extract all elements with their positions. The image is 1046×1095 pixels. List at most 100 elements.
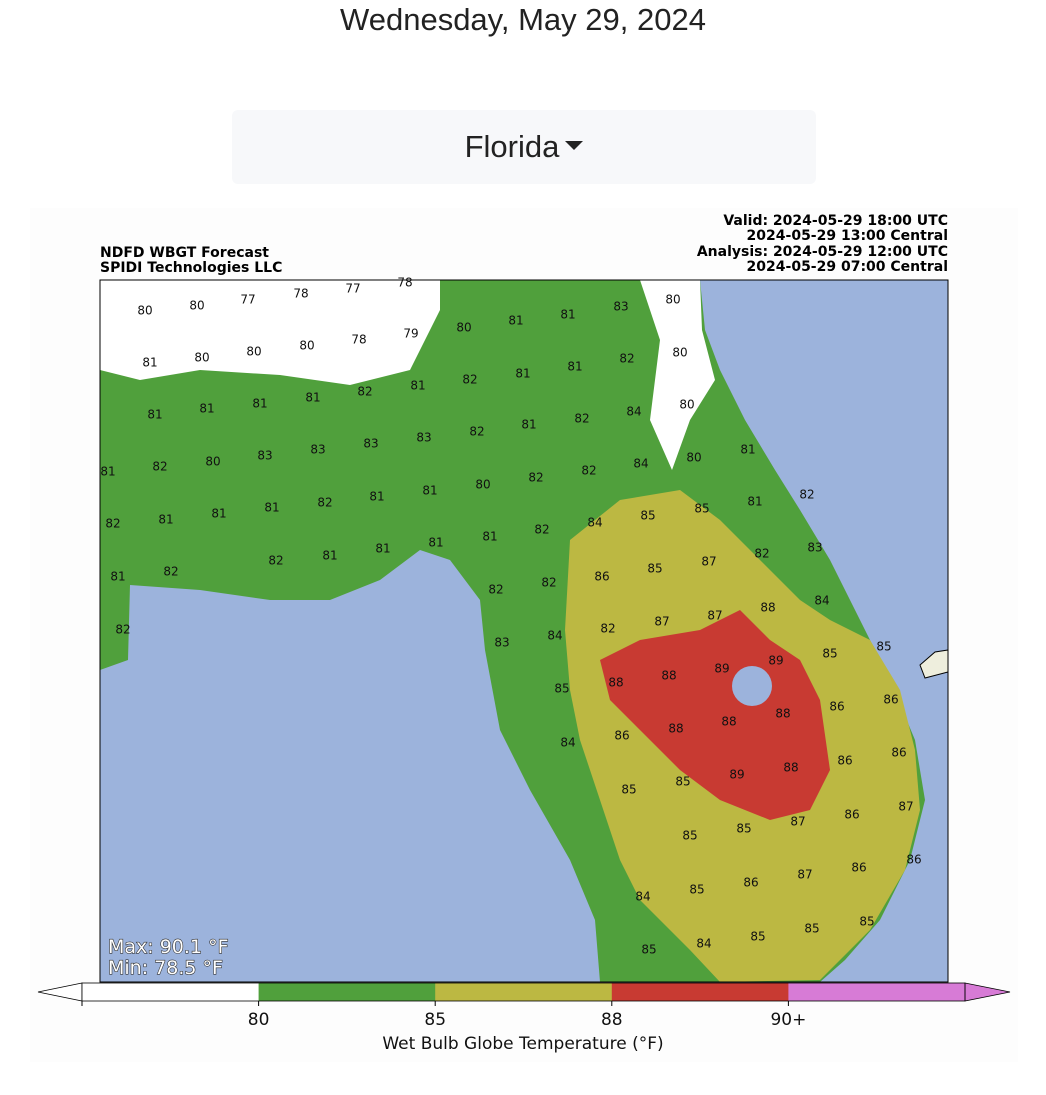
state-dropdown[interactable]: Florida: [232, 110, 816, 184]
dropdown-caret[interactable]: [565, 140, 584, 150]
point-label: 80: [194, 351, 209, 365]
point-label: 87: [707, 609, 722, 623]
point-label: 79: [403, 327, 418, 341]
point-label: 87: [654, 615, 669, 629]
point-label: 80: [205, 455, 220, 469]
colorbar-tick-label: 80: [248, 1010, 270, 1030]
point-label: 81: [567, 360, 582, 374]
point-label: 88: [760, 601, 775, 615]
point-label: 80: [189, 299, 204, 313]
point-label: 80: [137, 304, 152, 318]
point-label: 77: [345, 282, 360, 296]
point-label: 82: [600, 622, 615, 636]
point-label: 82: [462, 373, 477, 387]
dropdown-label[interactable]: Florida: [464, 129, 560, 164]
point-label: 87: [790, 815, 805, 829]
point-label: 81: [747, 495, 762, 509]
point-label: 82: [541, 576, 556, 590]
point-label: 78: [397, 276, 412, 290]
point-label: 88: [783, 761, 798, 775]
point-label: 82: [163, 565, 178, 579]
point-label: 85: [675, 775, 690, 789]
valid-time: Valid: 2024-05-29 18:00 UTC: [723, 213, 948, 229]
point-label: 78: [293, 287, 308, 301]
point-label: 82: [115, 623, 130, 637]
point-label: 82: [152, 460, 167, 474]
analysis-central: 2024-05-29 07:00 Central: [747, 259, 948, 275]
point-label: 86: [743, 876, 758, 890]
point-label: 81: [158, 513, 173, 527]
colorbar-segment: [435, 983, 613, 1001]
point-label: 88: [775, 707, 790, 721]
point-label: 83: [613, 300, 628, 314]
point-label: 85: [682, 829, 697, 843]
point-label: 82: [799, 488, 814, 502]
point-label: 81: [508, 314, 523, 328]
point-label: 82: [534, 523, 549, 537]
point-label: 81: [428, 536, 443, 550]
point-label: 86: [891, 746, 906, 760]
point-label: 84: [814, 594, 829, 608]
colorbar-segment: [258, 983, 436, 1001]
point-label: 89: [729, 768, 744, 782]
point-label: 81: [375, 542, 390, 556]
map-frame: [99, 279, 949, 983]
point-label: 86: [614, 729, 629, 743]
point-label: 84: [633, 457, 648, 471]
point-label: 89: [768, 654, 783, 668]
point-label: 81: [147, 408, 162, 422]
date-heading: Wednesday, May 29, 2024: [340, 2, 706, 37]
point-label: 81: [264, 501, 279, 515]
point-label: 80: [672, 346, 687, 360]
colorbar-tick-label: 85: [424, 1010, 446, 1030]
point-label: 85: [694, 502, 709, 516]
point-label: 83: [494, 636, 509, 650]
point-label: 82: [581, 464, 596, 478]
point-label: 81: [252, 397, 267, 411]
point-label: 85: [640, 509, 655, 523]
point-label: 81: [521, 418, 536, 432]
point-label: 83: [363, 437, 378, 451]
point-label: 84: [696, 937, 711, 951]
point-label: 80: [475, 478, 490, 492]
point-label: 84: [560, 736, 575, 750]
point-label: 88: [661, 669, 676, 683]
point-label: 83: [807, 541, 822, 555]
point-label: 84: [587, 516, 602, 530]
point-label: 78: [351, 333, 366, 347]
point-label: 86: [844, 808, 859, 822]
point-label: 82: [105, 517, 120, 531]
land-white-north: [100, 280, 440, 385]
point-label: 85: [647, 562, 662, 576]
point-label: 81: [410, 379, 425, 393]
point-label: 87: [797, 868, 812, 882]
point-label: 80: [686, 451, 701, 465]
point-label: 84: [626, 405, 641, 419]
point-label: 84: [635, 890, 650, 904]
max-label: Max: 90.1 °F: [108, 936, 229, 958]
point-label: 81: [422, 484, 437, 498]
point-label: 80: [665, 293, 680, 307]
land-red: [600, 610, 830, 820]
map-title: NDFD WBGT Forecast: [100, 245, 269, 261]
point-label: 82: [528, 471, 543, 485]
point-label: 80: [679, 398, 694, 412]
point-label: 82: [754, 547, 769, 561]
point-label: 81: [211, 507, 226, 521]
point-label: 83: [257, 449, 272, 463]
point-label: 85: [822, 647, 837, 661]
point-label: 88: [668, 722, 683, 736]
point-label: 82: [574, 412, 589, 426]
land-layer: [100, 280, 949, 982]
point-label: 83: [416, 431, 431, 445]
point-label: 80: [246, 345, 261, 359]
point-label: 85: [859, 915, 874, 929]
point-label: 80: [299, 339, 314, 353]
point-label: 85: [876, 640, 891, 654]
colorbar-outline: [81, 982, 966, 1002]
map-subtitle: SPIDI Technologies LLC: [100, 260, 282, 276]
point-label: 87: [898, 800, 913, 814]
point-label: 81: [142, 356, 157, 370]
